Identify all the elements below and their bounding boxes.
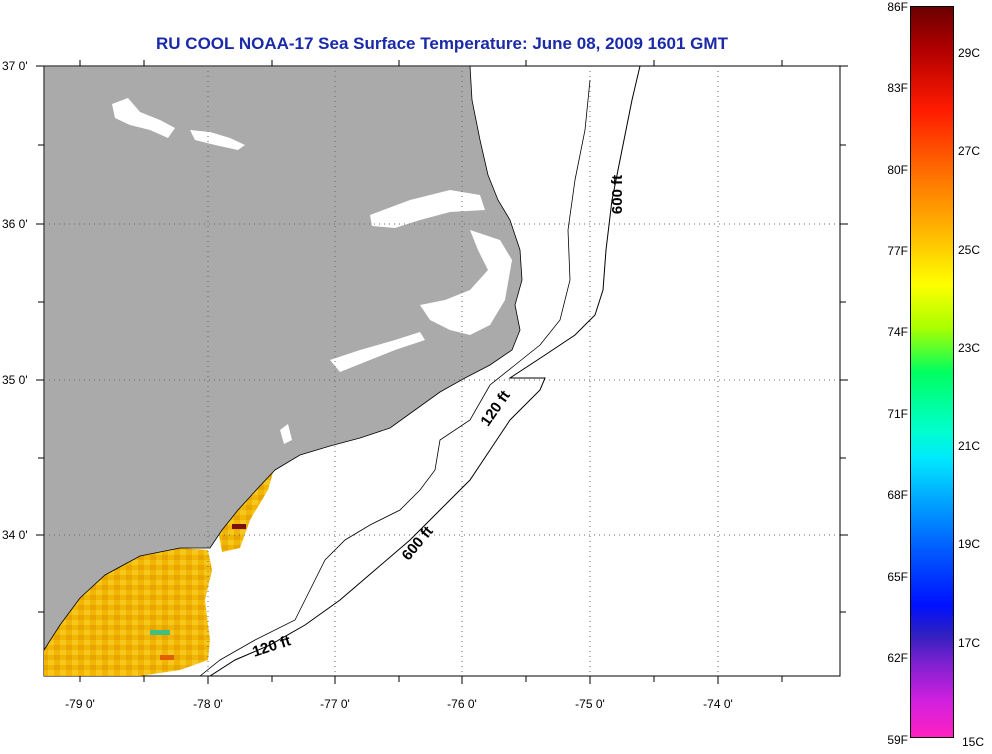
lon-label-79: -79 0' <box>65 697 95 711</box>
map-title: RU COOL NOAA-17 Sea Surface Temperature:… <box>156 34 728 53</box>
cbar-f-77: 77F <box>887 244 908 258</box>
cbar-f-68: 68F <box>887 488 908 502</box>
cbar-f-59: 59F <box>887 733 908 747</box>
inland-lake-2 <box>190 130 245 150</box>
cbar-f-65: 65F <box>887 570 908 584</box>
pamlico-sound <box>420 230 512 335</box>
cbar-c-21: 21C <box>958 439 981 453</box>
lat-label-37: 37 0' <box>2 59 28 73</box>
neuse-river <box>330 332 425 372</box>
color-scale-bar <box>910 6 954 738</box>
lon-label-75: -75 0' <box>575 697 605 711</box>
isobath-600ft <box>209 66 641 676</box>
cbar-c-19: 19C <box>958 537 981 551</box>
cbar-c-25: 25C <box>958 243 981 257</box>
cape-fear-river <box>280 424 292 444</box>
lat-label-36: 36 0' <box>2 217 28 231</box>
lon-label-77: -77 0' <box>320 697 350 711</box>
lon-label-78: -78 0' <box>193 697 223 711</box>
tick-marks <box>36 60 848 684</box>
cbar-f-86: 86F <box>887 0 908 14</box>
cbar-c-23: 23C <box>958 341 981 355</box>
inland-lake-1 <box>112 98 175 138</box>
sst-data-south <box>44 548 212 676</box>
isobath-120ft <box>199 79 591 676</box>
cbar-f-74: 74F <box>887 325 908 339</box>
contour-label-600-north: 600 ft <box>609 174 627 215</box>
cbar-f-62: 62F <box>887 651 908 665</box>
lon-label-74: -74 0' <box>703 697 733 711</box>
lat-label-35: 35 0' <box>2 373 28 387</box>
sst-hot-patch <box>160 655 174 660</box>
lat-label-34: 34 0' <box>2 528 28 542</box>
sst-warm-patch <box>232 524 246 529</box>
sst-cool-patch <box>150 630 170 635</box>
cbar-c-29: 29C <box>958 46 981 60</box>
cbar-f-83: 83F <box>887 81 908 95</box>
albemarle-sound <box>370 190 485 228</box>
cbar-c-15: 15C <box>962 735 985 749</box>
grid-lines <box>44 66 840 676</box>
cbar-f-71: 71F <box>887 407 908 421</box>
cbar-c-27: 27C <box>958 144 981 158</box>
cbar-f-80: 80F <box>887 163 908 177</box>
cbar-c-17: 17C <box>958 636 981 650</box>
lon-label-76: -76 0' <box>447 697 477 711</box>
